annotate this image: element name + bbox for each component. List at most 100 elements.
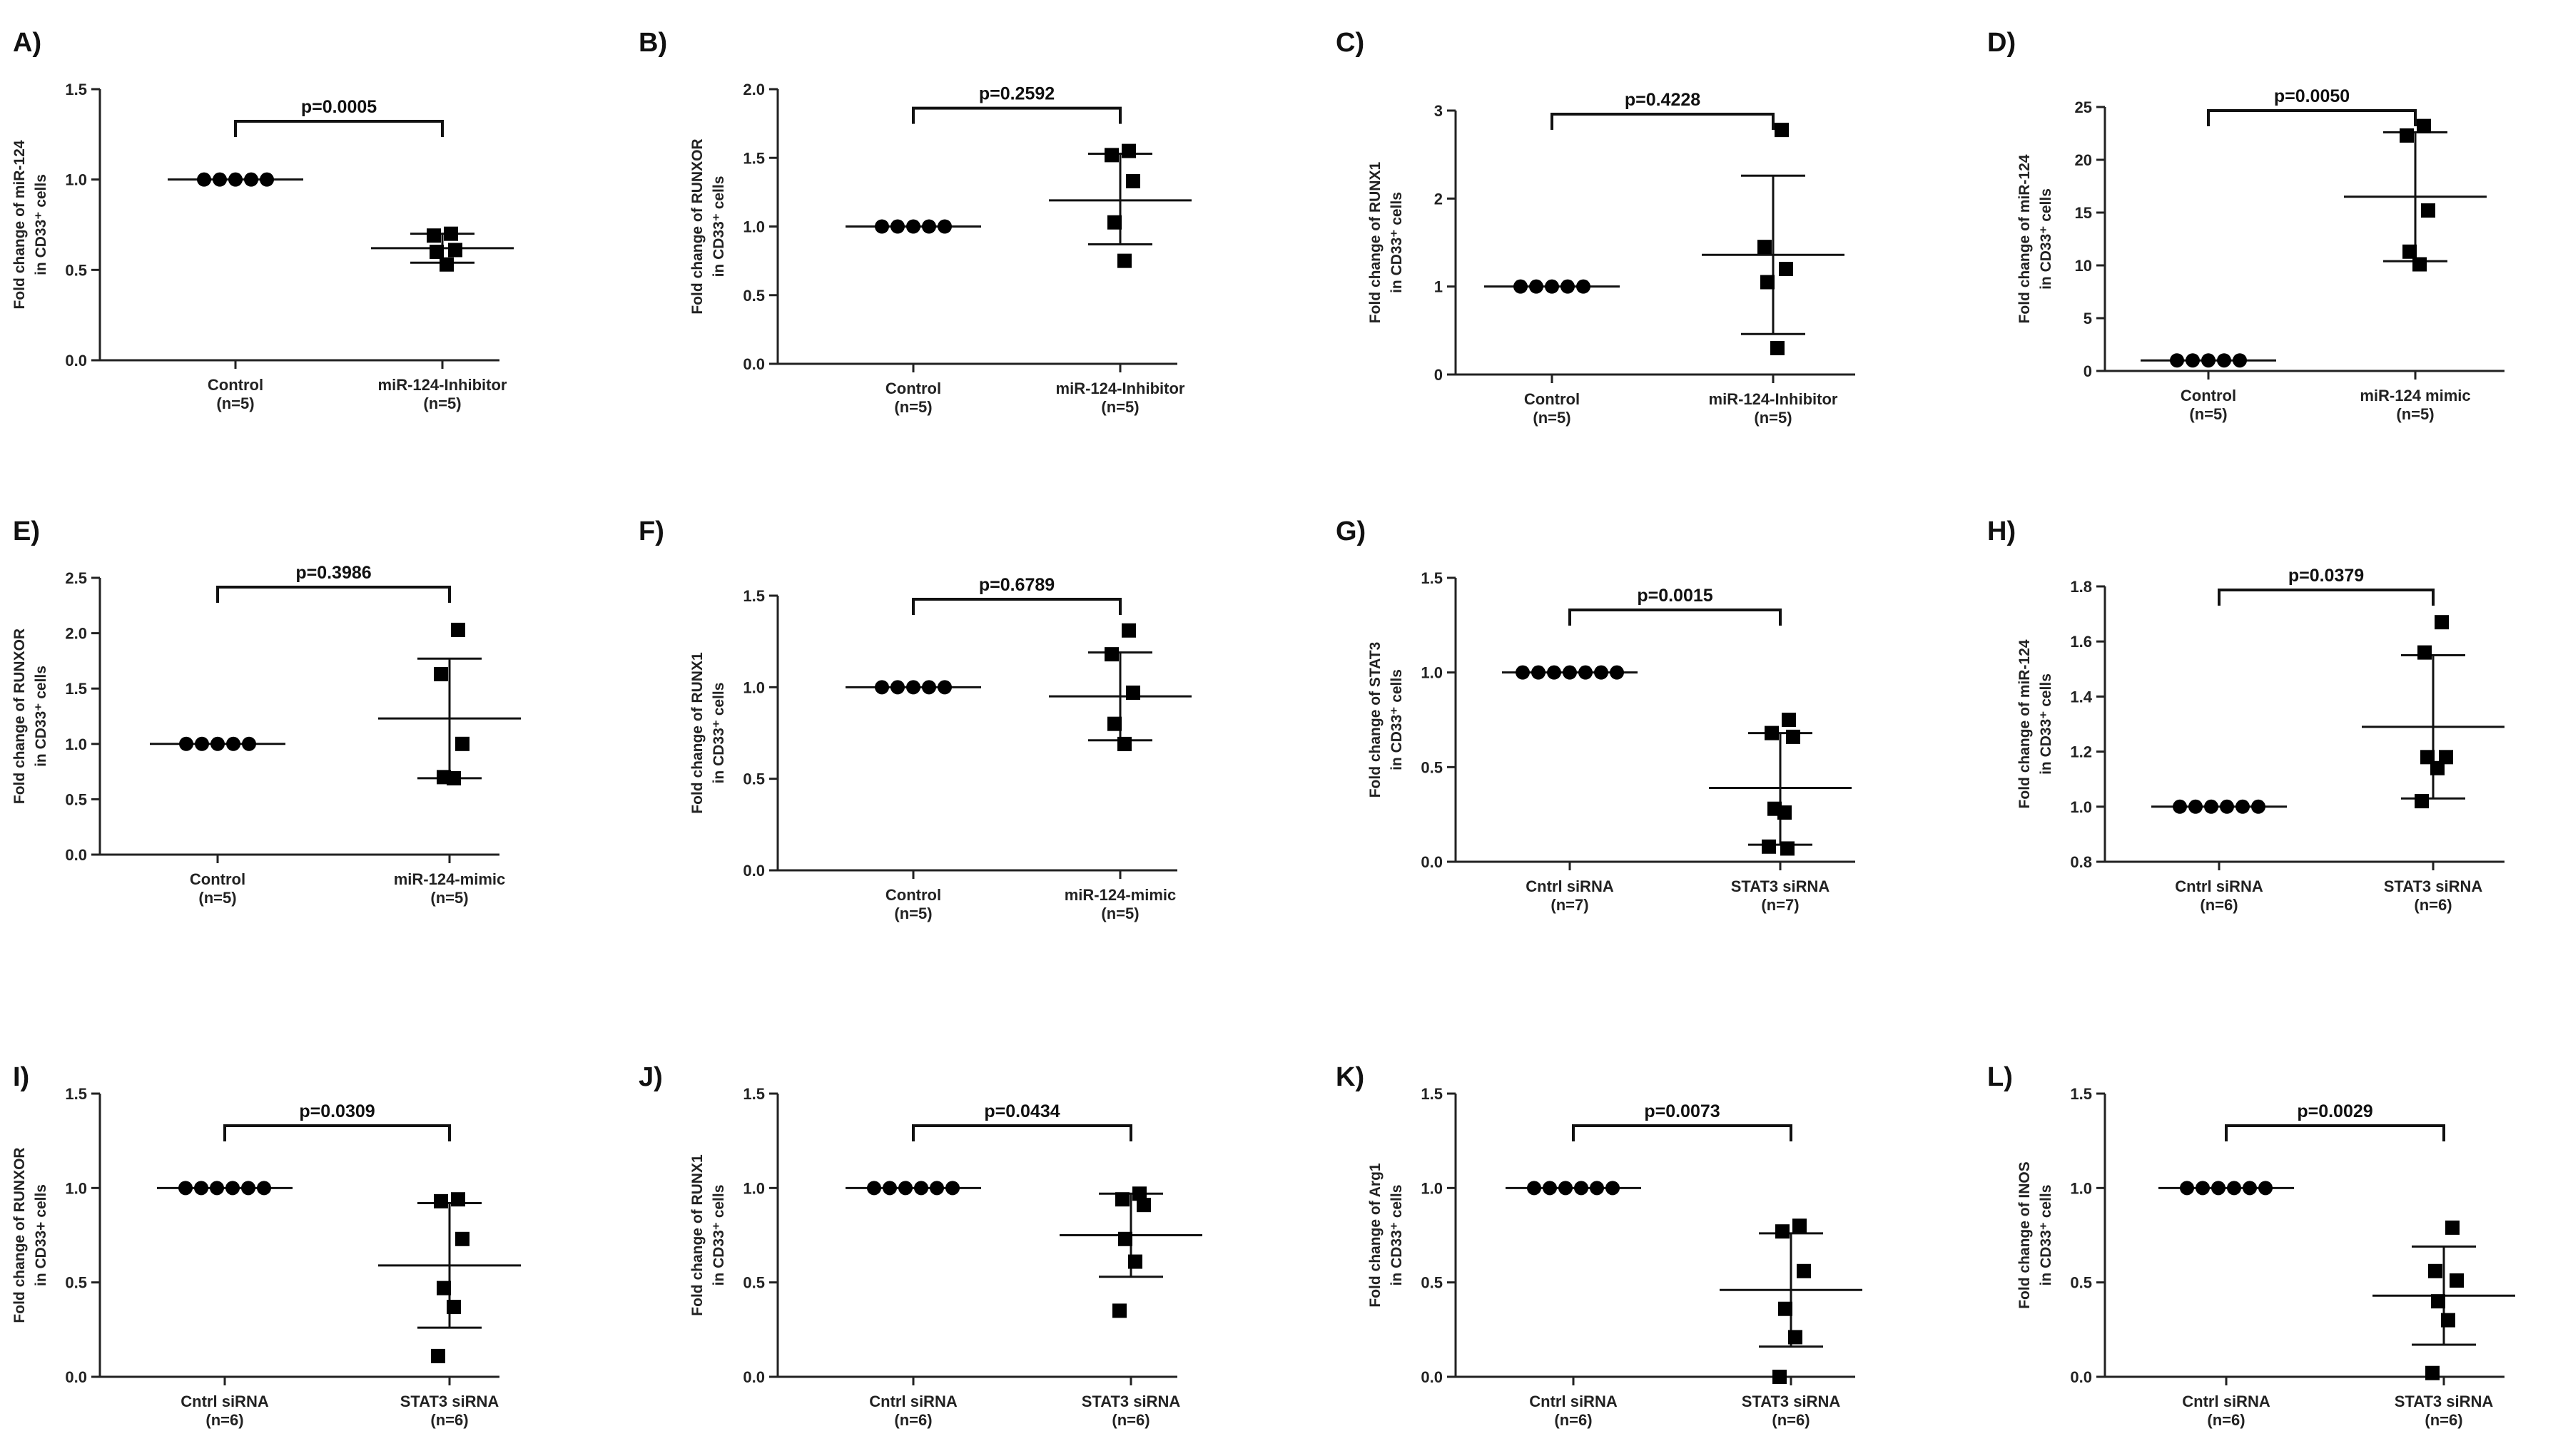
y-tick-label: 0.5 <box>1421 1274 1443 1292</box>
y-tick-label: 1.2 <box>2070 743 2092 761</box>
data-point-circle <box>890 680 905 695</box>
x-category-n-label: (n=6) <box>2414 896 2452 914</box>
data-point-circle <box>2217 353 2231 368</box>
data-point-circle <box>945 1181 960 1196</box>
data-point-square <box>1118 1231 1132 1246</box>
y-axis-label-line1: Fold change of STAT3 <box>1367 642 1384 798</box>
data-point-square <box>1777 805 1792 820</box>
p-value-label: p=0.3986 <box>295 563 371 583</box>
data-point-square <box>1765 726 1779 740</box>
data-point-square <box>2402 244 2417 259</box>
y-tick-label: 0.5 <box>743 770 765 788</box>
x-category-n-label: (n=6) <box>894 1411 932 1429</box>
chart-panel-5: E) 0.0 0.5 1.0 1.5 2.0 2.5 Fold change of RUNXO… <box>11 516 521 907</box>
x-category-label: miR-124-mimic <box>1065 886 1177 904</box>
y-tick-label: 1.5 <box>1421 1085 1443 1103</box>
data-point-square <box>2417 118 2431 133</box>
data-point-square <box>1132 1186 1147 1201</box>
y-tick-label: 1.0 <box>743 218 765 236</box>
x-category-n-label: (n=6) <box>1112 1411 1149 1429</box>
y-axis-label-line2: in CD33⁺ cells <box>33 174 49 275</box>
y-tick-label: 2.5 <box>65 569 87 587</box>
data-point-square <box>2435 615 2449 630</box>
panel-label: A) <box>13 28 41 58</box>
data-point-square <box>2450 1273 2464 1288</box>
data-point-square <box>2412 257 2427 272</box>
data-point-square <box>1757 240 1772 255</box>
y-axis-label-line2: in CD33⁺ cells <box>1389 192 1405 293</box>
y-tick-label: 0.0 <box>1421 1368 1443 1386</box>
significance-bracket <box>2225 1124 2445 1141</box>
data-point-circle <box>2186 353 2200 368</box>
data-point-circle <box>2173 799 2187 814</box>
data-point-square <box>1122 623 1136 638</box>
y-axis-label-line2: in CD33⁺ cells <box>2038 673 2054 775</box>
y-axis-label-line2: in CD33⁺ cells <box>711 176 727 278</box>
x-category-n-label: (n=7) <box>1551 896 1588 914</box>
y-tick-label: 1.5 <box>743 149 765 167</box>
data-point-circle <box>1605 1181 1620 1196</box>
data-point-square <box>2441 1313 2455 1328</box>
data-point-circle <box>930 1181 944 1196</box>
y-tick-label: 1.0 <box>65 1179 87 1197</box>
data-point-circle <box>1578 665 1593 680</box>
x-category-label: STAT3 siRNA <box>400 1393 499 1410</box>
data-point-circle <box>2227 1181 2241 1196</box>
y-tick-label: 0 <box>2084 362 2092 380</box>
data-point-circle <box>213 172 227 187</box>
data-point-square <box>2428 1263 2442 1278</box>
significance-bracket <box>912 106 1122 124</box>
data-point-square <box>2417 645 2432 660</box>
y-tick-label: 0.5 <box>65 1274 87 1292</box>
y-tick-label: 2.0 <box>743 81 765 98</box>
y-tick-label: 0.5 <box>1421 758 1443 776</box>
y-tick-label: 0.0 <box>65 1368 87 1386</box>
x-category-label: STAT3 siRNA <box>2395 1393 2494 1410</box>
x-category-label: Cntrl siRNA <box>1526 877 1614 895</box>
y-axis-label-line1: Fold change of miR-124 <box>11 140 28 309</box>
data-point-circle <box>1563 665 1577 680</box>
data-point-circle <box>225 1181 240 1196</box>
y-tick-label: 1 <box>1434 278 1443 296</box>
y-axis-label-line1: Fold change of miR-124 <box>2016 154 2033 323</box>
y-tick-label: 0.0 <box>2070 1368 2092 1386</box>
y-tick-label: 1.0 <box>743 1179 765 1197</box>
data-point-square <box>451 1192 465 1207</box>
data-point-circle <box>890 219 905 234</box>
data-point-circle <box>1547 665 1561 680</box>
data-point-circle <box>906 680 920 695</box>
y-tick-label: 1.5 <box>65 680 87 698</box>
y-axis-label-line2: in CD33⁺ cells <box>1389 669 1405 770</box>
data-point-square <box>2415 794 2429 809</box>
data-point-square <box>1112 1303 1127 1318</box>
data-point-circle <box>2258 1181 2273 1196</box>
x-category-label: Cntrl siRNA <box>1529 1393 1618 1410</box>
y-tick-label: 2.0 <box>65 625 87 643</box>
y-axis-label-line1: Fold change of RUNX1 <box>689 652 706 814</box>
chart-panel-6: F) 0.0 0.5 1.0 1.5 Fold change of RUNX1 in CD3… <box>639 516 1192 922</box>
x-category-n-label: (n=5) <box>1101 398 1139 416</box>
data-point-circle <box>178 1181 193 1196</box>
y-tick-label: 0.5 <box>65 790 87 808</box>
data-point-circle <box>242 736 256 751</box>
y-tick-label: 0.8 <box>2070 853 2092 871</box>
data-point-circle <box>883 1181 897 1196</box>
p-value-label: p=0.0434 <box>984 1101 1060 1121</box>
x-category-label: miR-124-Inhibitor <box>1709 390 1838 408</box>
data-point-square <box>2400 128 2414 143</box>
significance-bracket <box>234 120 444 137</box>
y-tick-label: 1.6 <box>2070 633 2092 651</box>
data-point-circle <box>922 219 936 234</box>
data-point-circle <box>2204 799 2218 814</box>
panel-label: C) <box>1336 28 1364 58</box>
x-category-n-label: (n=7) <box>1761 896 1799 914</box>
data-point-circle <box>2220 799 2234 814</box>
y-tick-label: 1.0 <box>65 171 87 189</box>
y-tick-label: 0.0 <box>743 862 765 880</box>
y-tick-label: 1.5 <box>65 1085 87 1103</box>
data-point-circle <box>197 172 211 187</box>
data-point-circle <box>906 219 920 234</box>
data-point-square <box>2425 1365 2440 1380</box>
panel-label: E) <box>13 516 40 546</box>
x-category-label: miR-124-mimic <box>394 870 506 888</box>
